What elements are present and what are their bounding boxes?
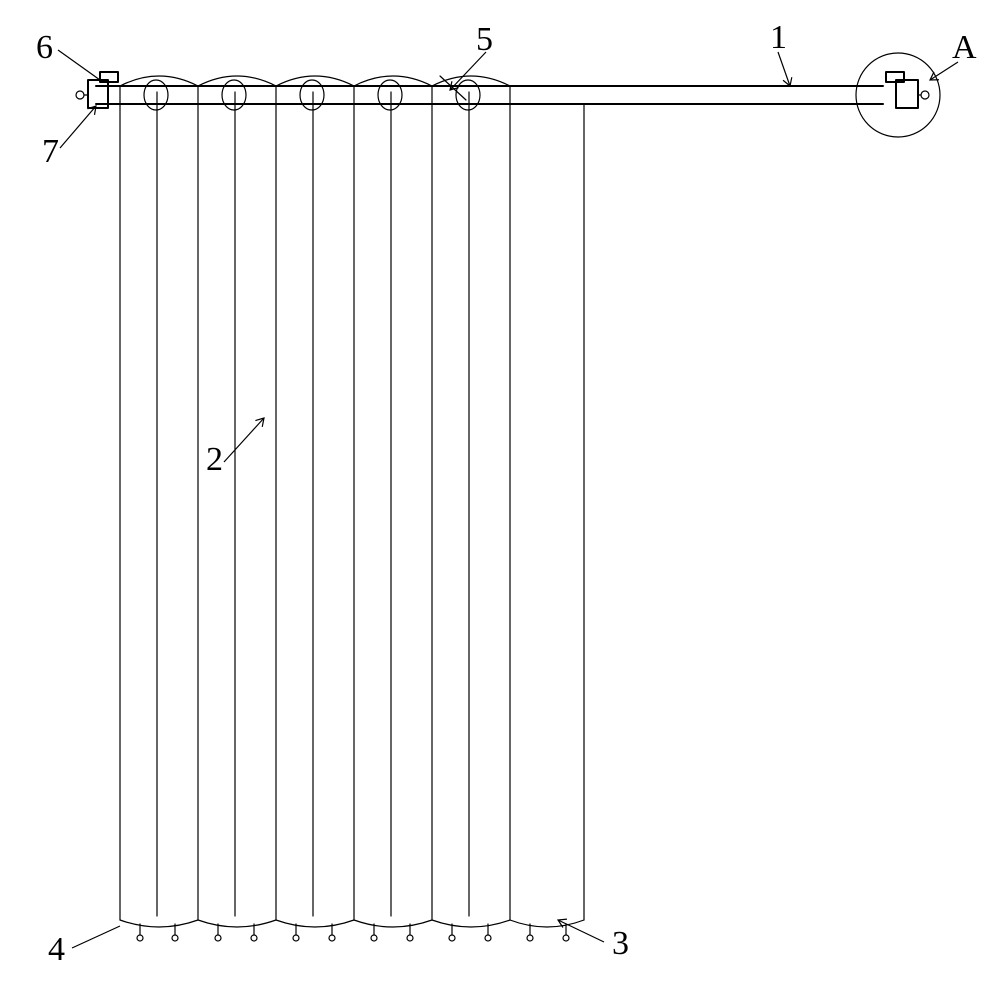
patent-figure: 6 7 5 1 A 2 3 4 <box>0 0 997 1000</box>
callout-label: A <box>952 29 977 66</box>
callout-label: 4 <box>48 931 65 968</box>
callout-label: 7 <box>42 133 59 170</box>
callout-label: 1 <box>770 19 787 56</box>
callout-label: 2 <box>206 441 223 478</box>
callout-label: 6 <box>36 29 53 66</box>
callout-label: 3 <box>612 925 629 962</box>
callout-label: 5 <box>476 21 493 58</box>
